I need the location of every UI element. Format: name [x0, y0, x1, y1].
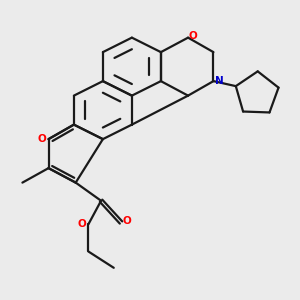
Text: O: O	[188, 31, 197, 41]
Text: O: O	[122, 216, 131, 226]
Text: N: N	[215, 76, 224, 86]
Text: O: O	[38, 134, 46, 144]
Text: O: O	[78, 219, 87, 229]
